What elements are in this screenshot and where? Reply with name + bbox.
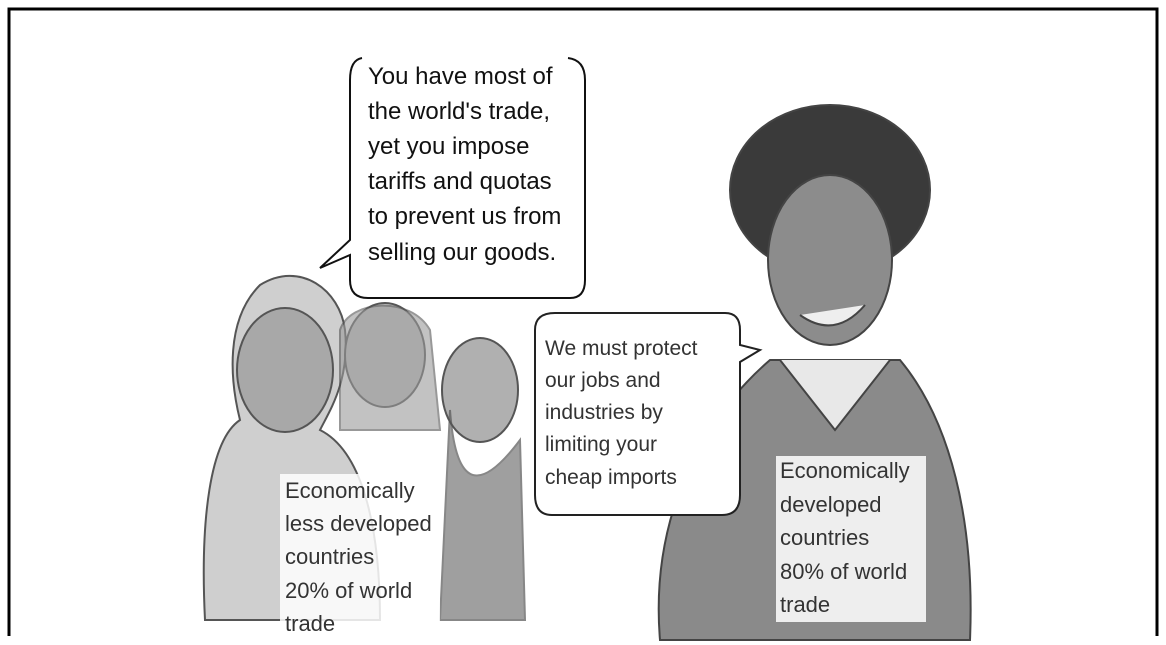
bubble-text: the world's trade,	[368, 98, 550, 125]
speech-bubble	[319, 57, 586, 299]
bubble-text: selling our goods.	[368, 239, 556, 266]
bubble-text: our jobs and	[545, 369, 661, 392]
caption-text: less developed	[285, 511, 432, 536]
caption-text: trade	[780, 592, 830, 617]
frame	[7, 7, 1159, 636]
caption-text: 20% of world	[285, 578, 412, 603]
caption-text: developed	[780, 492, 882, 517]
bubble-text: tariffs and quotas	[368, 168, 552, 195]
caption-bg	[776, 456, 926, 622]
bubble-text: cheap imports	[545, 466, 677, 489]
caption-bg	[280, 474, 440, 634]
caption-text: Economically	[285, 478, 415, 503]
caption-text: countries	[285, 544, 374, 569]
bubble-text: We must protect	[545, 337, 698, 360]
caption-text: countries	[780, 525, 869, 550]
caption-text: Economically	[780, 458, 910, 483]
bubble-text: You have most of	[368, 63, 553, 90]
caption-text: trade	[285, 611, 335, 636]
caption-text: 80% of world	[780, 559, 907, 584]
bubble-text: limiting your	[545, 433, 657, 456]
bubble-text: to prevent us from	[368, 203, 561, 230]
speech-bubble	[534, 312, 763, 516]
left-figures	[202, 274, 527, 621]
bubble-text: industries by	[545, 401, 663, 424]
bubble-text: yet you impose	[368, 133, 529, 160]
